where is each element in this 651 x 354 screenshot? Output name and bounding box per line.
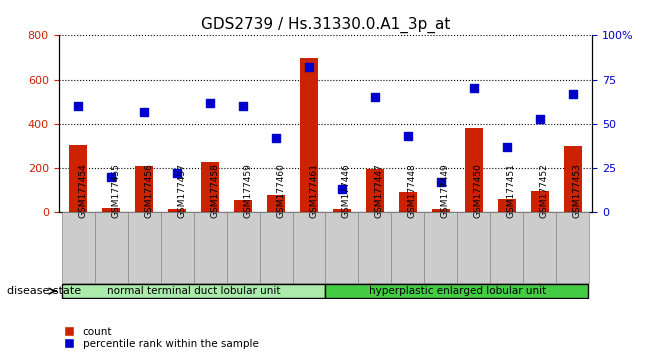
- FancyBboxPatch shape: [161, 212, 194, 283]
- Point: [139, 109, 150, 114]
- FancyBboxPatch shape: [556, 212, 589, 283]
- Text: GSM177452: GSM177452: [540, 163, 549, 218]
- Bar: [333, 209, 351, 212]
- Point: [205, 100, 215, 105]
- Point: [238, 103, 248, 109]
- Bar: [234, 200, 252, 212]
- Point: [469, 86, 479, 91]
- Bar: [366, 169, 384, 212]
- Text: disease state: disease state: [7, 286, 81, 296]
- Bar: [497, 199, 516, 212]
- Text: GSM177450: GSM177450: [474, 163, 483, 218]
- Point: [337, 187, 347, 192]
- FancyBboxPatch shape: [95, 212, 128, 283]
- FancyBboxPatch shape: [457, 212, 490, 283]
- Bar: [168, 209, 186, 212]
- FancyBboxPatch shape: [523, 212, 556, 283]
- Text: GSM177451: GSM177451: [506, 163, 516, 218]
- Bar: [201, 161, 219, 212]
- Legend: count, percentile rank within the sample: count, percentile rank within the sample: [64, 327, 258, 349]
- Point: [304, 64, 314, 70]
- Text: GSM177447: GSM177447: [375, 163, 384, 218]
- Point: [271, 135, 281, 141]
- Bar: [102, 208, 120, 212]
- Point: [106, 174, 117, 180]
- FancyBboxPatch shape: [260, 212, 292, 283]
- Point: [370, 95, 380, 100]
- Bar: [399, 193, 417, 212]
- FancyBboxPatch shape: [424, 212, 457, 283]
- Point: [73, 103, 83, 109]
- Bar: [135, 166, 154, 212]
- Bar: [300, 57, 318, 212]
- Text: GSM177453: GSM177453: [573, 163, 581, 218]
- Point: [534, 116, 545, 121]
- Text: GSM177457: GSM177457: [177, 163, 186, 218]
- Point: [568, 91, 578, 97]
- Bar: [267, 195, 285, 212]
- FancyBboxPatch shape: [62, 212, 95, 283]
- Point: [501, 144, 512, 150]
- Title: GDS2739 / Hs.31330.0.A1_3p_at: GDS2739 / Hs.31330.0.A1_3p_at: [201, 16, 450, 33]
- FancyBboxPatch shape: [391, 212, 424, 283]
- FancyBboxPatch shape: [194, 212, 227, 283]
- Bar: [432, 209, 450, 212]
- Point: [403, 133, 413, 139]
- Bar: [69, 145, 87, 212]
- Text: hyperplastic enlarged lobular unit: hyperplastic enlarged lobular unit: [368, 286, 546, 296]
- Bar: [465, 128, 483, 212]
- Point: [436, 179, 446, 185]
- Text: GSM177454: GSM177454: [78, 163, 87, 218]
- FancyBboxPatch shape: [292, 212, 326, 283]
- FancyBboxPatch shape: [326, 284, 589, 298]
- FancyBboxPatch shape: [359, 212, 391, 283]
- Text: normal terminal duct lobular unit: normal terminal duct lobular unit: [107, 286, 281, 296]
- Bar: [531, 192, 549, 212]
- FancyBboxPatch shape: [490, 212, 523, 283]
- Text: GSM177459: GSM177459: [243, 163, 252, 218]
- FancyBboxPatch shape: [227, 212, 260, 283]
- Bar: [564, 146, 582, 212]
- Text: GSM177455: GSM177455: [111, 163, 120, 218]
- Text: GSM177446: GSM177446: [342, 163, 351, 218]
- Text: GSM177460: GSM177460: [276, 163, 285, 218]
- Text: GSM177461: GSM177461: [309, 163, 318, 218]
- Text: GSM177449: GSM177449: [441, 163, 450, 218]
- Text: GSM177456: GSM177456: [145, 163, 153, 218]
- Text: GSM177458: GSM177458: [210, 163, 219, 218]
- FancyBboxPatch shape: [128, 212, 161, 283]
- FancyBboxPatch shape: [326, 212, 359, 283]
- FancyBboxPatch shape: [62, 284, 325, 298]
- Point: [172, 171, 182, 176]
- Text: GSM177448: GSM177448: [408, 163, 417, 218]
